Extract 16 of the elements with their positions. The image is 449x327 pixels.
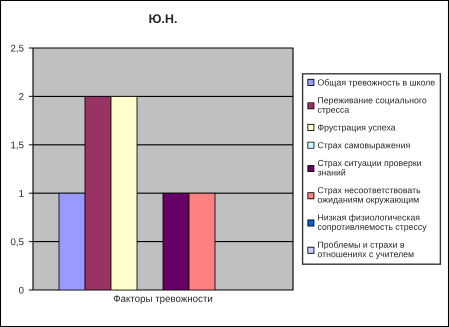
legend-label: Проблемы и страхи в отношениях с учителем — [318, 241, 414, 259]
legend-label: Фрустрация успеха — [318, 124, 396, 132]
chart-title: Ю.Н. — [149, 14, 177, 24]
legend-label: Низкая физиологическая сопротивляемость стрессу — [318, 214, 427, 232]
y-tick-label: 1 — [19, 190, 24, 197]
y-tick-label: 0 — [18, 286, 24, 294]
legend-label: Страх несоответствовать ожиданиям окружающим — [318, 187, 420, 204]
y-tick-label: 2,5 — [10, 44, 24, 53]
y-tick-label: 1,5 — [11, 142, 24, 150]
y-tick-label: 2 — [19, 93, 24, 100]
legend-label: Общая тревожность в школе — [318, 79, 435, 88]
y-tick-label: 0,5 — [10, 238, 24, 246]
x-tick-label: Факторы тревожности — [114, 295, 212, 304]
legend-label: Переживание социального стресса — [318, 97, 426, 114]
legend-label: Страх самовыражения — [318, 142, 410, 150]
legend-label: Страх ситуации проверки знаний — [318, 160, 421, 176]
